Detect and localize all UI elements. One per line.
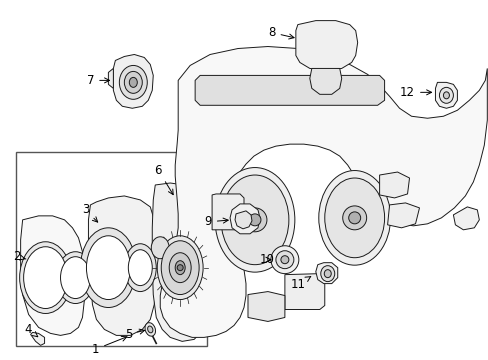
Polygon shape: [113, 54, 153, 108]
Ellipse shape: [169, 253, 191, 283]
Polygon shape: [160, 46, 487, 337]
Polygon shape: [152, 183, 208, 341]
Polygon shape: [195, 75, 384, 105]
Ellipse shape: [124, 244, 156, 292]
Polygon shape: [295, 21, 357, 71]
Text: 1: 1: [91, 336, 126, 356]
Circle shape: [275, 251, 293, 269]
Ellipse shape: [128, 250, 152, 285]
Ellipse shape: [86, 236, 130, 300]
Ellipse shape: [145, 323, 155, 336]
Ellipse shape: [324, 270, 330, 278]
Ellipse shape: [324, 178, 384, 258]
Ellipse shape: [119, 66, 147, 99]
Polygon shape: [315, 263, 337, 284]
Ellipse shape: [81, 228, 136, 307]
Ellipse shape: [147, 326, 153, 333]
Text: 10: 10: [259, 253, 274, 266]
Ellipse shape: [443, 92, 448, 99]
Ellipse shape: [320, 266, 334, 282]
Text: 4: 4: [25, 323, 38, 337]
Circle shape: [280, 256, 288, 264]
Polygon shape: [379, 172, 408, 198]
Polygon shape: [31, 332, 44, 345]
Ellipse shape: [20, 242, 71, 314]
Polygon shape: [435, 82, 456, 108]
Text: 9: 9: [204, 215, 228, 228]
Ellipse shape: [318, 171, 390, 265]
Circle shape: [342, 206, 366, 230]
Polygon shape: [212, 194, 244, 230]
Ellipse shape: [161, 241, 199, 294]
Polygon shape: [20, 216, 84, 336]
Circle shape: [270, 246, 298, 274]
Text: 6: 6: [154, 163, 173, 195]
Polygon shape: [235, 211, 251, 229]
Text: 11: 11: [290, 276, 310, 291]
Circle shape: [177, 265, 183, 271]
Polygon shape: [285, 274, 324, 310]
Text: 8: 8: [268, 26, 293, 39]
Polygon shape: [108, 68, 113, 88]
Circle shape: [243, 208, 266, 232]
Ellipse shape: [57, 252, 94, 303]
Text: 3: 3: [81, 203, 98, 222]
Ellipse shape: [23, 247, 67, 309]
Text: 7: 7: [86, 74, 109, 87]
Polygon shape: [88, 196, 156, 336]
Bar: [16, 152, 207, 346]
Polygon shape: [247, 292, 285, 321]
Ellipse shape: [157, 236, 203, 300]
Text: 12: 12: [399, 86, 431, 99]
Ellipse shape: [215, 167, 294, 272]
Ellipse shape: [124, 71, 142, 93]
Ellipse shape: [151, 237, 169, 259]
Ellipse shape: [61, 257, 90, 298]
Polygon shape: [309, 68, 341, 94]
Ellipse shape: [175, 261, 185, 275]
Text: 2: 2: [13, 250, 26, 263]
Ellipse shape: [221, 175, 288, 265]
Circle shape: [348, 212, 360, 224]
Circle shape: [248, 214, 261, 226]
Polygon shape: [452, 207, 478, 230]
Text: 5: 5: [124, 328, 144, 341]
Ellipse shape: [129, 77, 137, 87]
Ellipse shape: [439, 87, 452, 103]
Polygon shape: [387, 203, 419, 228]
Polygon shape: [229, 204, 260, 234]
